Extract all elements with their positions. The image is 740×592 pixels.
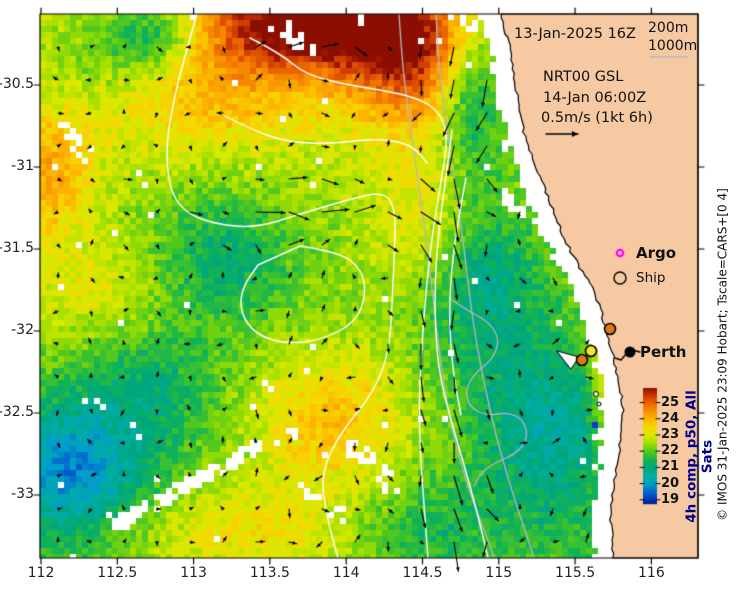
valid-time-label: 14-Jan 06:00Z (543, 90, 647, 106)
vector-scale-label: 0.5m/s (1kt 6h) (541, 110, 653, 126)
x-tick-label: 116 (638, 565, 665, 581)
datetime-label: 13-Jan-2025 16Z (514, 26, 636, 42)
y-tick-label: -31.5 (0, 240, 34, 256)
y-tick-label: -33 (11, 486, 34, 502)
x-tick-label: 113 (180, 565, 207, 581)
x-tick-label: 112.5 (97, 565, 138, 581)
x-tick-label: 112 (27, 565, 55, 581)
colorbar-tick-label: 24 (661, 410, 680, 426)
argo-legend-label: Argo (636, 244, 677, 262)
colorbar-tick-label: 20 (661, 475, 680, 491)
colorbar-tick-label: 25 (661, 394, 680, 410)
colorbar-tick-label: 21 (661, 459, 680, 475)
colorbar-tick-label: 23 (661, 426, 680, 442)
x-tick-label: 114.5 (402, 565, 443, 581)
colorbar-tick-label: 19 (661, 491, 680, 507)
x-tick-label: 113.5 (249, 565, 290, 581)
colorbar-title: 4h comp, p50, All Sats (683, 390, 716, 523)
isobath-label-1000m: 1000m (648, 38, 698, 54)
city-label-perth: Perth (640, 343, 687, 361)
isobath-label-200m: 200m (648, 20, 689, 36)
x-tick-label: 115 (485, 565, 513, 581)
y-tick-label: -32.5 (0, 404, 34, 420)
y-tick-label: -31 (11, 158, 34, 174)
model-label: NRT00 GSL (543, 69, 624, 85)
ship-legend-label: Ship (636, 270, 666, 286)
x-tick-label: 114 (332, 565, 360, 581)
x-tick-label: 115.5 (555, 565, 596, 581)
y-tick-label: -30.5 (0, 76, 34, 92)
y-tick-label: -32 (11, 322, 34, 338)
colorbar-tick-label: 22 (661, 443, 680, 459)
copyright-text: © IMOS 31-Jan-2025 23:09 Hobart; Tscale=… (715, 188, 730, 521)
